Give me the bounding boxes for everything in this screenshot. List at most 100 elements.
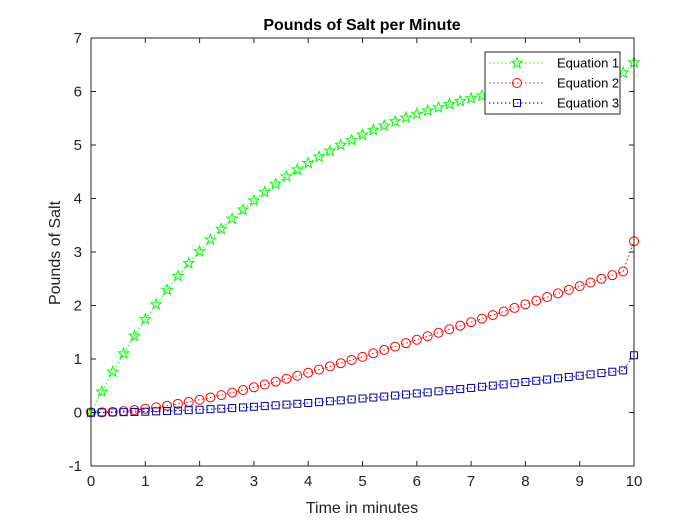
series-2-point — [227, 387, 238, 398]
x-tick-label: 2 — [195, 473, 203, 490]
series-2-point — [259, 379, 270, 390]
series-1-point — [399, 110, 413, 124]
series-3-point — [336, 396, 345, 405]
series-2-point — [596, 273, 607, 284]
series-1-point — [160, 283, 174, 296]
series-1-point — [312, 149, 326, 163]
series-1-point — [366, 123, 380, 136]
series-1-point — [193, 244, 207, 258]
series-3-point — [499, 380, 508, 389]
series-1-point — [345, 133, 359, 146]
series-3-point — [597, 369, 606, 378]
series-2-point — [248, 382, 259, 393]
series-3-point — [553, 374, 562, 383]
legend-entry: Equation 2 — [489, 76, 619, 91]
series-2-point — [574, 281, 585, 292]
series-3-point — [564, 372, 573, 381]
x-tick-label: 8 — [521, 473, 529, 490]
series-1-point — [388, 114, 402, 128]
legend-label: Equation 1 — [557, 56, 619, 71]
series-3-point — [391, 391, 400, 400]
y-tick-label: 0 — [74, 405, 82, 422]
series-1-point — [171, 269, 185, 282]
series-2-point — [335, 358, 346, 369]
y-tick-label: -1 — [69, 458, 82, 475]
series-2-point — [607, 270, 618, 281]
series-2-point — [324, 361, 335, 372]
legend-box — [484, 51, 621, 115]
series-2-point — [357, 351, 368, 362]
series-2-point — [129, 405, 140, 416]
y-tick-label: 6 — [74, 84, 82, 101]
series-3-point — [304, 398, 313, 407]
series-2-point — [520, 299, 531, 310]
series-1-point — [377, 118, 391, 132]
series-3-point — [347, 395, 356, 404]
series-3-point — [315, 398, 324, 407]
series-1-point — [323, 143, 337, 157]
chart-title: Pounds of Salt per Minute — [263, 17, 460, 34]
x-tick-label: 4 — [304, 473, 312, 490]
series-3-point — [173, 406, 182, 415]
series-2-point — [379, 344, 390, 355]
series-3-point — [152, 407, 161, 416]
y-tick-label: 2 — [74, 298, 82, 315]
series-3-point — [423, 388, 432, 397]
series-3-point — [108, 408, 117, 417]
series-3-point — [477, 382, 486, 391]
series-3-point — [608, 367, 617, 376]
legend-entry: Equation 3 — [489, 96, 619, 111]
series-3-point — [401, 390, 410, 399]
series-2-point — [400, 338, 411, 349]
series-3-point — [130, 407, 139, 416]
series-1-point — [106, 364, 120, 378]
series-3-point — [543, 375, 552, 384]
x-tick-label: 1 — [141, 473, 149, 490]
series-3-point — [228, 404, 237, 413]
series-3-point — [206, 405, 215, 414]
series-3-point — [271, 401, 280, 410]
series-3-point — [369, 393, 378, 402]
series-2-point — [390, 341, 401, 352]
series-3-point — [445, 386, 454, 395]
series-3-point — [532, 376, 541, 385]
series-3-point — [260, 402, 269, 411]
series-1-point — [247, 193, 261, 207]
series-1-point — [182, 256, 196, 269]
series-3-point — [239, 403, 248, 412]
series-2-point — [422, 331, 433, 342]
legend-marker — [512, 78, 522, 88]
series-3-point — [293, 399, 302, 408]
series-1-point — [421, 103, 435, 117]
series-1-point — [301, 156, 315, 169]
series-2-point — [487, 310, 498, 321]
series-3-point — [249, 402, 258, 411]
series-3-point — [619, 366, 628, 375]
series-3-point — [163, 407, 172, 416]
legend-label: Equation 2 — [557, 76, 619, 91]
series-3-point — [141, 407, 150, 416]
series-1-point — [149, 297, 163, 311]
series-3-point — [412, 389, 421, 398]
series-3-point — [282, 400, 291, 409]
x-tick-label: 0 — [87, 473, 95, 490]
series-2-point — [346, 354, 357, 365]
series-2-point — [162, 400, 173, 411]
series-2-point — [466, 317, 477, 328]
series-2-point — [476, 313, 487, 324]
series-1-point — [290, 162, 304, 176]
series-1-point — [355, 127, 370, 141]
legend-label: Equation 3 — [557, 96, 619, 111]
y-tick-label: 7 — [74, 30, 82, 47]
axes-layer: 0 1 2 3 4 5 6 7 8 9 10 -1 0 1 2 3 4 5 6 7 — [69, 30, 643, 490]
series-layer — [84, 55, 641, 419]
series-1-point — [214, 222, 228, 235]
series-3-point — [380, 392, 389, 401]
series-3-point — [195, 405, 204, 414]
x-axis-label: Time in minutes — [306, 500, 418, 517]
series-3-point — [521, 378, 530, 387]
series-1-point — [225, 211, 239, 225]
series-3-point — [488, 381, 497, 390]
series-1-point — [236, 202, 250, 216]
series-3-point — [119, 408, 128, 417]
